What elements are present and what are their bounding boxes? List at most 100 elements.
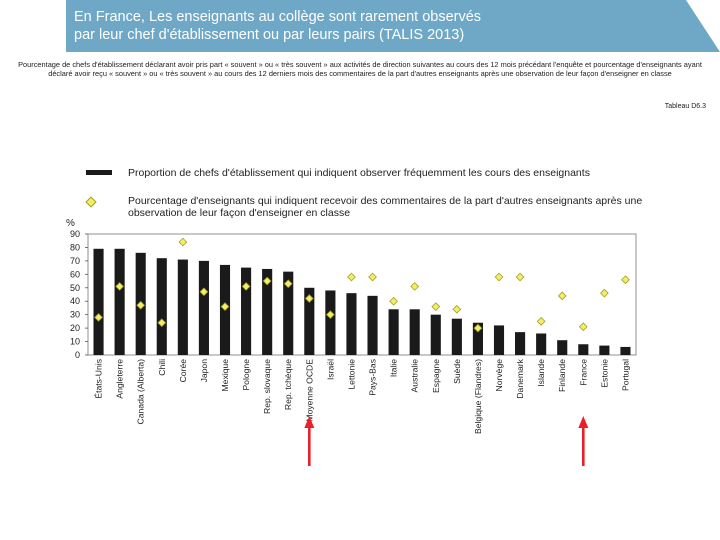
x-tick-label: Pologne bbox=[241, 359, 251, 391]
bar bbox=[198, 260, 209, 355]
y-tick-label: 40 bbox=[70, 296, 80, 306]
bar bbox=[367, 295, 378, 355]
marker-point bbox=[389, 296, 398, 306]
marker-point bbox=[283, 279, 293, 289]
banner-corner-cut bbox=[686, 0, 720, 52]
x-tick-label: Japon bbox=[199, 359, 209, 383]
y-tick-label: 20 bbox=[70, 323, 80, 333]
highlight-arrow-head bbox=[578, 416, 589, 428]
bar bbox=[620, 346, 631, 355]
plot-frame bbox=[87, 233, 637, 356]
marker-point bbox=[199, 287, 209, 297]
x-tick-label: Lettonie bbox=[346, 359, 356, 390]
x-tick-label: Rep. tchèque bbox=[283, 359, 293, 410]
marker-point bbox=[262, 276, 272, 286]
bar bbox=[177, 259, 188, 355]
bar bbox=[156, 258, 167, 355]
bar bbox=[346, 293, 357, 355]
x-tick-label: France bbox=[578, 359, 588, 386]
marker-point bbox=[473, 323, 483, 333]
marker-point bbox=[578, 322, 588, 332]
x-tick-label: Israël bbox=[325, 359, 335, 380]
y-tick-label: 60 bbox=[70, 269, 80, 279]
marker-point bbox=[94, 312, 103, 322]
y-tick-label: 80 bbox=[70, 242, 80, 252]
marker-point bbox=[220, 302, 230, 311]
x-tick-label: Portugal bbox=[620, 359, 630, 391]
x-tick-label: Angleterre bbox=[115, 359, 125, 399]
highlight-arrow-head bbox=[304, 416, 315, 428]
bar bbox=[262, 268, 273, 355]
bar bbox=[599, 345, 610, 355]
bar bbox=[409, 309, 420, 355]
marker-point bbox=[557, 291, 567, 301]
x-tick-label: Corée bbox=[178, 359, 188, 383]
x-tick-label: Chili bbox=[157, 359, 167, 376]
marker-point bbox=[410, 282, 420, 291]
y-axis-label: % bbox=[66, 218, 75, 229]
marker-point bbox=[304, 294, 314, 303]
x-tick-label: Mexique bbox=[220, 359, 230, 392]
x-tick-label: Danemark bbox=[515, 358, 525, 398]
bar bbox=[493, 325, 505, 355]
bar bbox=[472, 322, 483, 355]
x-tick-label: Italie bbox=[389, 359, 399, 377]
marker-point bbox=[621, 275, 630, 285]
marker-point bbox=[600, 288, 609, 298]
bar bbox=[304, 287, 315, 355]
x-tick-label: États-Unis bbox=[94, 359, 104, 399]
marker-point bbox=[157, 318, 167, 328]
x-tick-label: Australie bbox=[410, 359, 420, 393]
title-banner bbox=[0, 0, 720, 52]
marker-point bbox=[136, 300, 146, 310]
x-tick-label: Estonie bbox=[599, 359, 609, 388]
bar bbox=[241, 267, 252, 355]
x-tick-label: Islande bbox=[536, 359, 546, 387]
bar bbox=[557, 340, 568, 355]
bar bbox=[114, 248, 125, 355]
marker-point bbox=[347, 272, 356, 282]
y-tick-label: 50 bbox=[70, 283, 80, 293]
x-tick-label: Espagne bbox=[431, 359, 441, 393]
title-line-1: En France, Les enseignants au collège so… bbox=[74, 9, 482, 25]
x-tick-label: Rep. slovaque bbox=[262, 359, 272, 414]
marker-point bbox=[326, 310, 335, 320]
x-tick-label: Suède bbox=[452, 359, 462, 384]
marker-point bbox=[536, 317, 546, 326]
marker-point bbox=[494, 272, 504, 282]
bar bbox=[430, 314, 441, 355]
bar bbox=[93, 248, 104, 355]
legend-marker-label: Pourcentage d'enseignants qui indiquent … bbox=[128, 195, 643, 219]
y-tick-label: 0 bbox=[75, 350, 80, 360]
bar bbox=[578, 344, 589, 355]
bar bbox=[325, 290, 336, 355]
x-tick-label: Pays-Bas bbox=[368, 359, 378, 396]
table-reference: Tableau D6.3 bbox=[664, 103, 706, 110]
marker-point bbox=[178, 237, 188, 247]
marker-point bbox=[515, 272, 525, 282]
x-tick-label: Finlande bbox=[557, 359, 567, 392]
legend-bar-swatch bbox=[86, 170, 112, 175]
x-tick-label: Moyenne OCDE bbox=[304, 359, 314, 422]
y-tick-label: 10 bbox=[70, 337, 80, 347]
x-tick-label: Canada (Alberta) bbox=[136, 359, 146, 425]
y-tick-label: 30 bbox=[70, 310, 80, 320]
y-tick-label: 70 bbox=[70, 256, 80, 266]
bar bbox=[283, 271, 294, 355]
marker-point bbox=[431, 302, 441, 311]
bar bbox=[515, 332, 526, 355]
title-line-2: par leur chef d'établissement ou par leu… bbox=[74, 27, 465, 43]
marker-point bbox=[368, 272, 377, 282]
chart-subtitle: Pourcentage de chefs d'établissement déc… bbox=[18, 60, 702, 78]
x-tick-label: Norvège bbox=[494, 359, 504, 392]
legend-bar-label: Proportion de chefs d'établissement qui … bbox=[128, 167, 590, 179]
bar bbox=[388, 309, 399, 355]
bar bbox=[451, 318, 462, 355]
x-tick-label: Belgique (Flandres) bbox=[473, 359, 483, 434]
y-tick-label: 90 bbox=[70, 229, 80, 239]
marker-point bbox=[452, 304, 462, 314]
bar bbox=[536, 333, 547, 355]
marker-point bbox=[115, 282, 124, 291]
page-title: En France, Les enseignants au collège so… bbox=[74, 8, 634, 44]
